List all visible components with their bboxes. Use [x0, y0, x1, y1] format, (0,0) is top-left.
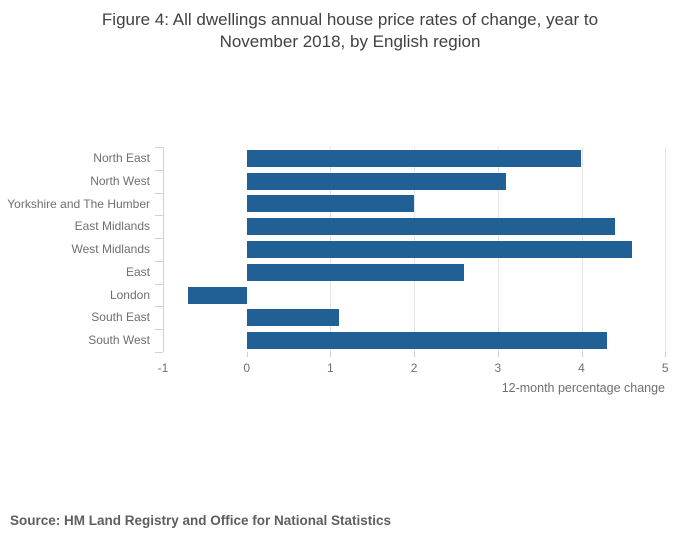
y-axis-tick: [155, 352, 163, 353]
y-axis-tick: [155, 329, 163, 331]
x-tick-label-2: 2: [410, 361, 418, 375]
category-label-south-west: South West: [88, 333, 150, 348]
x-axis-tick-1: [330, 352, 332, 357]
gridline-x5: [665, 147, 667, 352]
figure-title-line2: November 2018, by English region: [219, 32, 481, 51]
bar-west-midlands: [246, 241, 632, 258]
y-axis-tick: [155, 192, 163, 194]
x-tick-label-0: 0: [243, 361, 251, 375]
y-axis-tick: [155, 169, 163, 171]
x-axis-title: 12-month percentage change: [501, 381, 665, 395]
x-tick-label-1: 1: [327, 361, 334, 375]
figure-title-line1: Figure 4: All dwellings annual house pri…: [101, 10, 599, 29]
x-tick-label--1: -1: [157, 361, 169, 375]
bar-south-east: [246, 309, 339, 327]
x-tick-label-3: 3: [494, 361, 502, 375]
category-label-north-west: North West: [90, 173, 150, 188]
bar-north-east: [246, 149, 582, 167]
category-label-east-midlands: East Midlands: [74, 219, 150, 234]
category-label-london: London: [109, 287, 150, 302]
x-axis-tick-0: [246, 352, 248, 357]
category-label-east: East: [125, 264, 150, 279]
category-label-north-east: North East: [93, 151, 150, 165]
x-axis-tick-3: [497, 352, 499, 357]
bar-east-midlands: [246, 218, 615, 236]
category-label-west-midlands: West Midlands: [71, 242, 150, 257]
y-axis-tick: [155, 260, 163, 262]
bar-london: [188, 286, 247, 304]
bar-east: [246, 263, 465, 281]
y-axis-tick: [155, 283, 163, 285]
bar-south-west: [246, 332, 607, 350]
figure-title: Figure 4: All dwellings annual house pri…: [0, 9, 700, 53]
source-note: Source: HM Land Registry and Office for …: [10, 513, 392, 528]
y-axis-tick: [155, 238, 163, 240]
y-axis-tick: [155, 147, 163, 148]
x-axis-tick-4: [581, 352, 583, 357]
y-axis-tick: [155, 215, 163, 217]
y-axis-tick: [155, 306, 163, 308]
x-tick-label-4: 4: [578, 361, 585, 375]
y-axis-line: [163, 147, 164, 352]
plot-area: [163, 147, 672, 352]
x-tick-label-5: 5: [661, 361, 669, 375]
category-label-south-east: South East: [91, 310, 150, 325]
x-axis-tick-5: [665, 352, 667, 357]
bar-yorkshire-and-the-humber: [246, 195, 415, 213]
category-label-yorkshire-and-the-humber: Yorkshire and The Humber: [7, 196, 150, 211]
x-axis-tick-2: [414, 352, 416, 357]
bar-north-west: [246, 172, 507, 190]
